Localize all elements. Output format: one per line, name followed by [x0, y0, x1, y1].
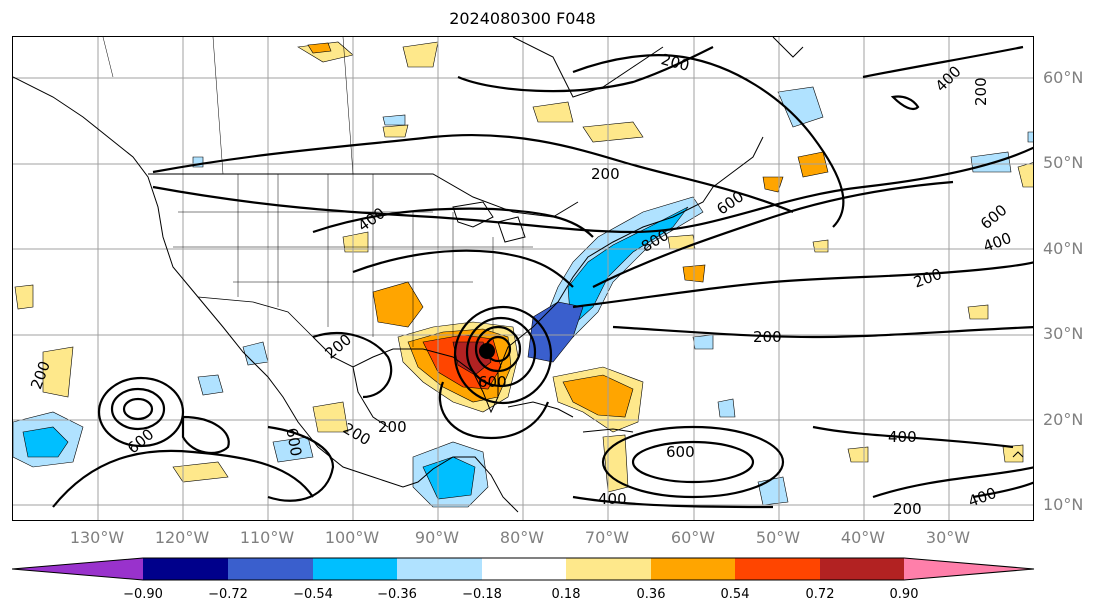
colorbar-tick: −0.90	[123, 587, 163, 602]
contour-label: 200	[378, 418, 407, 436]
colorbar-segment	[12, 558, 143, 580]
contour-label: 400	[966, 484, 999, 511]
lat-label: 30°N	[1043, 324, 1084, 343]
colorbar-segment	[482, 558, 566, 580]
colorbar-segment	[566, 558, 651, 580]
contour-label: 400	[981, 229, 1014, 256]
contour-label: 600	[478, 373, 507, 391]
lon-label: 50°W	[755, 528, 801, 547]
colorbar-tick: −0.72	[208, 587, 248, 602]
graticule	[13, 37, 1033, 520]
contour-label: 200	[972, 77, 990, 106]
lat-label: 40°N	[1043, 239, 1084, 258]
colorbar-tick: 0.90	[889, 587, 919, 602]
colorbar-segment	[143, 558, 228, 580]
map-title: 2024080300 F048	[449, 9, 596, 28]
coastlines-borders	[13, 37, 1024, 513]
colorbar-segment	[735, 558, 820, 580]
contour-label: 200	[911, 265, 944, 292]
contour-label: 600	[282, 426, 305, 457]
contour-label: 600	[977, 201, 1011, 233]
lon-label: 60°W	[670, 528, 716, 547]
lat-label: 50°N	[1043, 153, 1084, 172]
lon-label: 90°W	[414, 528, 460, 547]
colorbar-segment	[904, 558, 1034, 580]
map-panel: 200 200 200 200 200 200 200 400 400 400 …	[12, 36, 1034, 521]
storm-center-marker	[479, 343, 495, 359]
colorbar-tick: 0.36	[636, 587, 666, 602]
colorbar-outline	[12, 557, 1035, 581]
negative-core-dark	[527, 301, 584, 363]
contour-label: 200	[753, 328, 782, 346]
lon-label: 80°W	[499, 528, 545, 547]
map-canvas: 200 200 200 200 200 200 200 400 400 400 …	[13, 37, 1033, 520]
contour-label: 400	[598, 490, 627, 508]
colorbar-tick: −0.18	[462, 587, 502, 602]
lat-label: 20°N	[1043, 410, 1084, 429]
height-contours	[52, 45, 1033, 509]
colorbar-tick: −0.36	[377, 587, 417, 602]
colorbar-segment	[313, 558, 397, 580]
colorbar-segments	[12, 557, 1035, 581]
lon-label: 110°W	[239, 528, 295, 547]
lon-label: 120°W	[154, 528, 210, 547]
colorbar-segment	[397, 558, 482, 580]
colorbar-segment	[228, 558, 313, 580]
contour-label: 400	[888, 428, 917, 446]
shaded-anomaly-fields	[13, 41, 1033, 508]
lon-label: 70°W	[584, 528, 630, 547]
lat-label: 60°N	[1043, 68, 1084, 87]
colorbar-tick: 0.54	[720, 587, 750, 602]
contour-label: 400	[932, 62, 965, 95]
colorbar-tick: 0.72	[805, 587, 835, 602]
colorbar-tick: −0.54	[293, 587, 333, 602]
contour-label: 200	[591, 165, 620, 183]
positive-texas	[372, 281, 424, 328]
lon-label: 30°W	[925, 528, 971, 547]
lon-label: 40°W	[840, 528, 886, 547]
negative-band-core	[567, 206, 689, 328]
lon-label: 100°W	[324, 528, 380, 547]
lon-label: 130°W	[69, 528, 125, 547]
colorbar	[12, 557, 1035, 581]
contour-label: 200	[893, 500, 922, 518]
lat-label: 10°N	[1043, 495, 1084, 514]
contour-label: 600	[666, 443, 695, 461]
negative-pacific-core	[22, 426, 69, 458]
positive-caribbean	[562, 374, 634, 418]
colorbar-segment	[651, 558, 735, 580]
colorbar-tick: 0.18	[551, 587, 581, 602]
colorbar-segment	[820, 558, 904, 580]
contour-label: 200	[659, 50, 691, 75]
contour-label: 400	[355, 204, 389, 235]
